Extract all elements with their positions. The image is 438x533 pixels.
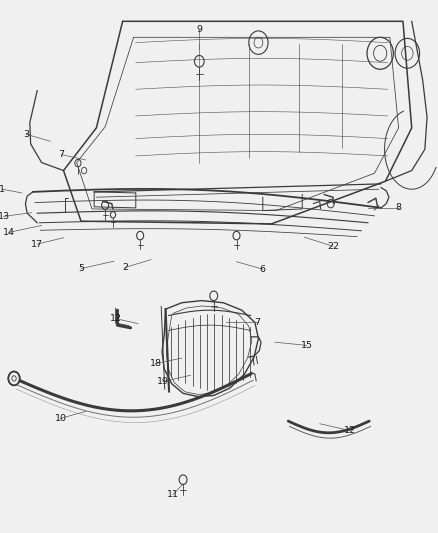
Text: 18: 18 [149, 359, 162, 368]
Text: 6: 6 [260, 265, 266, 273]
Text: 12: 12 [110, 314, 122, 323]
Text: 9: 9 [196, 25, 202, 34]
Text: 22: 22 [327, 242, 339, 251]
Text: 11: 11 [167, 490, 179, 499]
Text: 12: 12 [344, 426, 357, 435]
Text: 14: 14 [3, 228, 15, 237]
Text: 1: 1 [0, 185, 5, 193]
Circle shape [8, 372, 20, 385]
Text: 13: 13 [0, 212, 10, 221]
Text: 7: 7 [58, 150, 64, 159]
Text: 19: 19 [157, 377, 169, 386]
Text: 7: 7 [254, 318, 261, 327]
Text: 15: 15 [300, 341, 313, 350]
Text: 8: 8 [396, 204, 402, 212]
Text: 2: 2 [122, 263, 128, 272]
Text: 3: 3 [23, 130, 29, 139]
Text: 5: 5 [78, 264, 84, 273]
Text: 10: 10 [54, 414, 67, 423]
Text: 17: 17 [31, 240, 43, 248]
